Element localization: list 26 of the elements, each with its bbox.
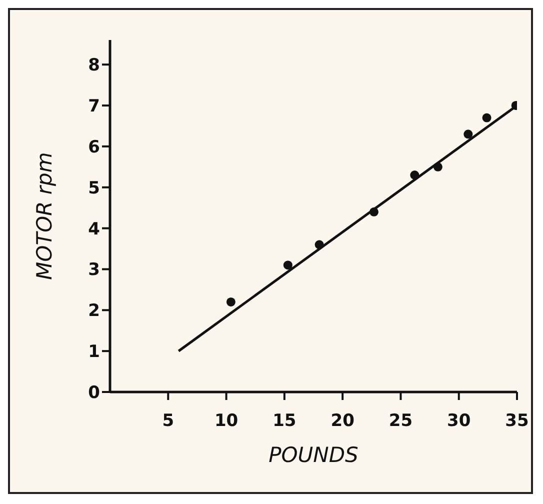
point xyxy=(433,162,442,172)
point xyxy=(464,130,473,139)
x-tick-label: 10 xyxy=(214,411,238,432)
y-tick-label: 1 xyxy=(88,342,100,362)
x-tick-label: 5 xyxy=(162,411,174,432)
point xyxy=(410,170,420,180)
y-tick-label: 8 xyxy=(88,56,100,76)
x-tick-label: 15 xyxy=(272,411,296,432)
x-tick-label: 25 xyxy=(388,411,413,432)
x-tick-label: 20 xyxy=(330,411,355,432)
y-axis-title: MOTOR rpm xyxy=(32,152,56,280)
x-tick-label: 35 xyxy=(505,411,529,432)
point xyxy=(226,297,236,306)
y-tick-label: 3 xyxy=(88,260,100,280)
point xyxy=(369,207,378,216)
point xyxy=(283,260,292,270)
point xyxy=(314,240,324,250)
x-axis-title: POUNDS xyxy=(268,443,358,467)
y-tick-label: 7 xyxy=(88,96,100,117)
point xyxy=(482,113,492,122)
y-tick-label: 0 xyxy=(88,383,100,404)
y-tick-label: 6 xyxy=(88,137,100,158)
y-tick-label: 5 xyxy=(88,178,100,198)
x-tick-label: 30 xyxy=(447,411,471,432)
y-tick-label: 4 xyxy=(88,219,100,240)
y-tick-label: 2 xyxy=(88,301,100,322)
